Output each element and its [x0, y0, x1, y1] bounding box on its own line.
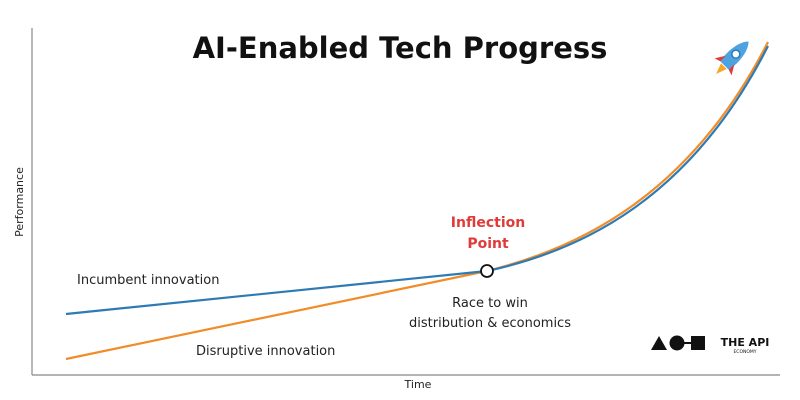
x-axis-label: Time	[404, 378, 432, 391]
y-axis-label: Performance	[13, 167, 26, 237]
incumbent-label: Incumbent innovation	[77, 273, 219, 288]
inflection-marker	[480, 264, 494, 278]
title: AI-Enabled Tech Progress	[193, 31, 608, 65]
logo-tagline: ECONOMY	[733, 349, 756, 355]
logo-name: THE API	[721, 336, 770, 349]
race-label: Race to win	[452, 296, 528, 311]
rocket-icon	[714, 41, 749, 76]
incumbent-curve	[65, 45, 769, 316]
disruptive-label: Disruptive innovation	[196, 344, 335, 359]
race-label: distribution & economics	[409, 316, 571, 331]
logo: THE API ECONOMY	[651, 335, 770, 355]
inflection-label: Inflection	[451, 215, 525, 231]
inflection-label: Point	[467, 236, 509, 252]
